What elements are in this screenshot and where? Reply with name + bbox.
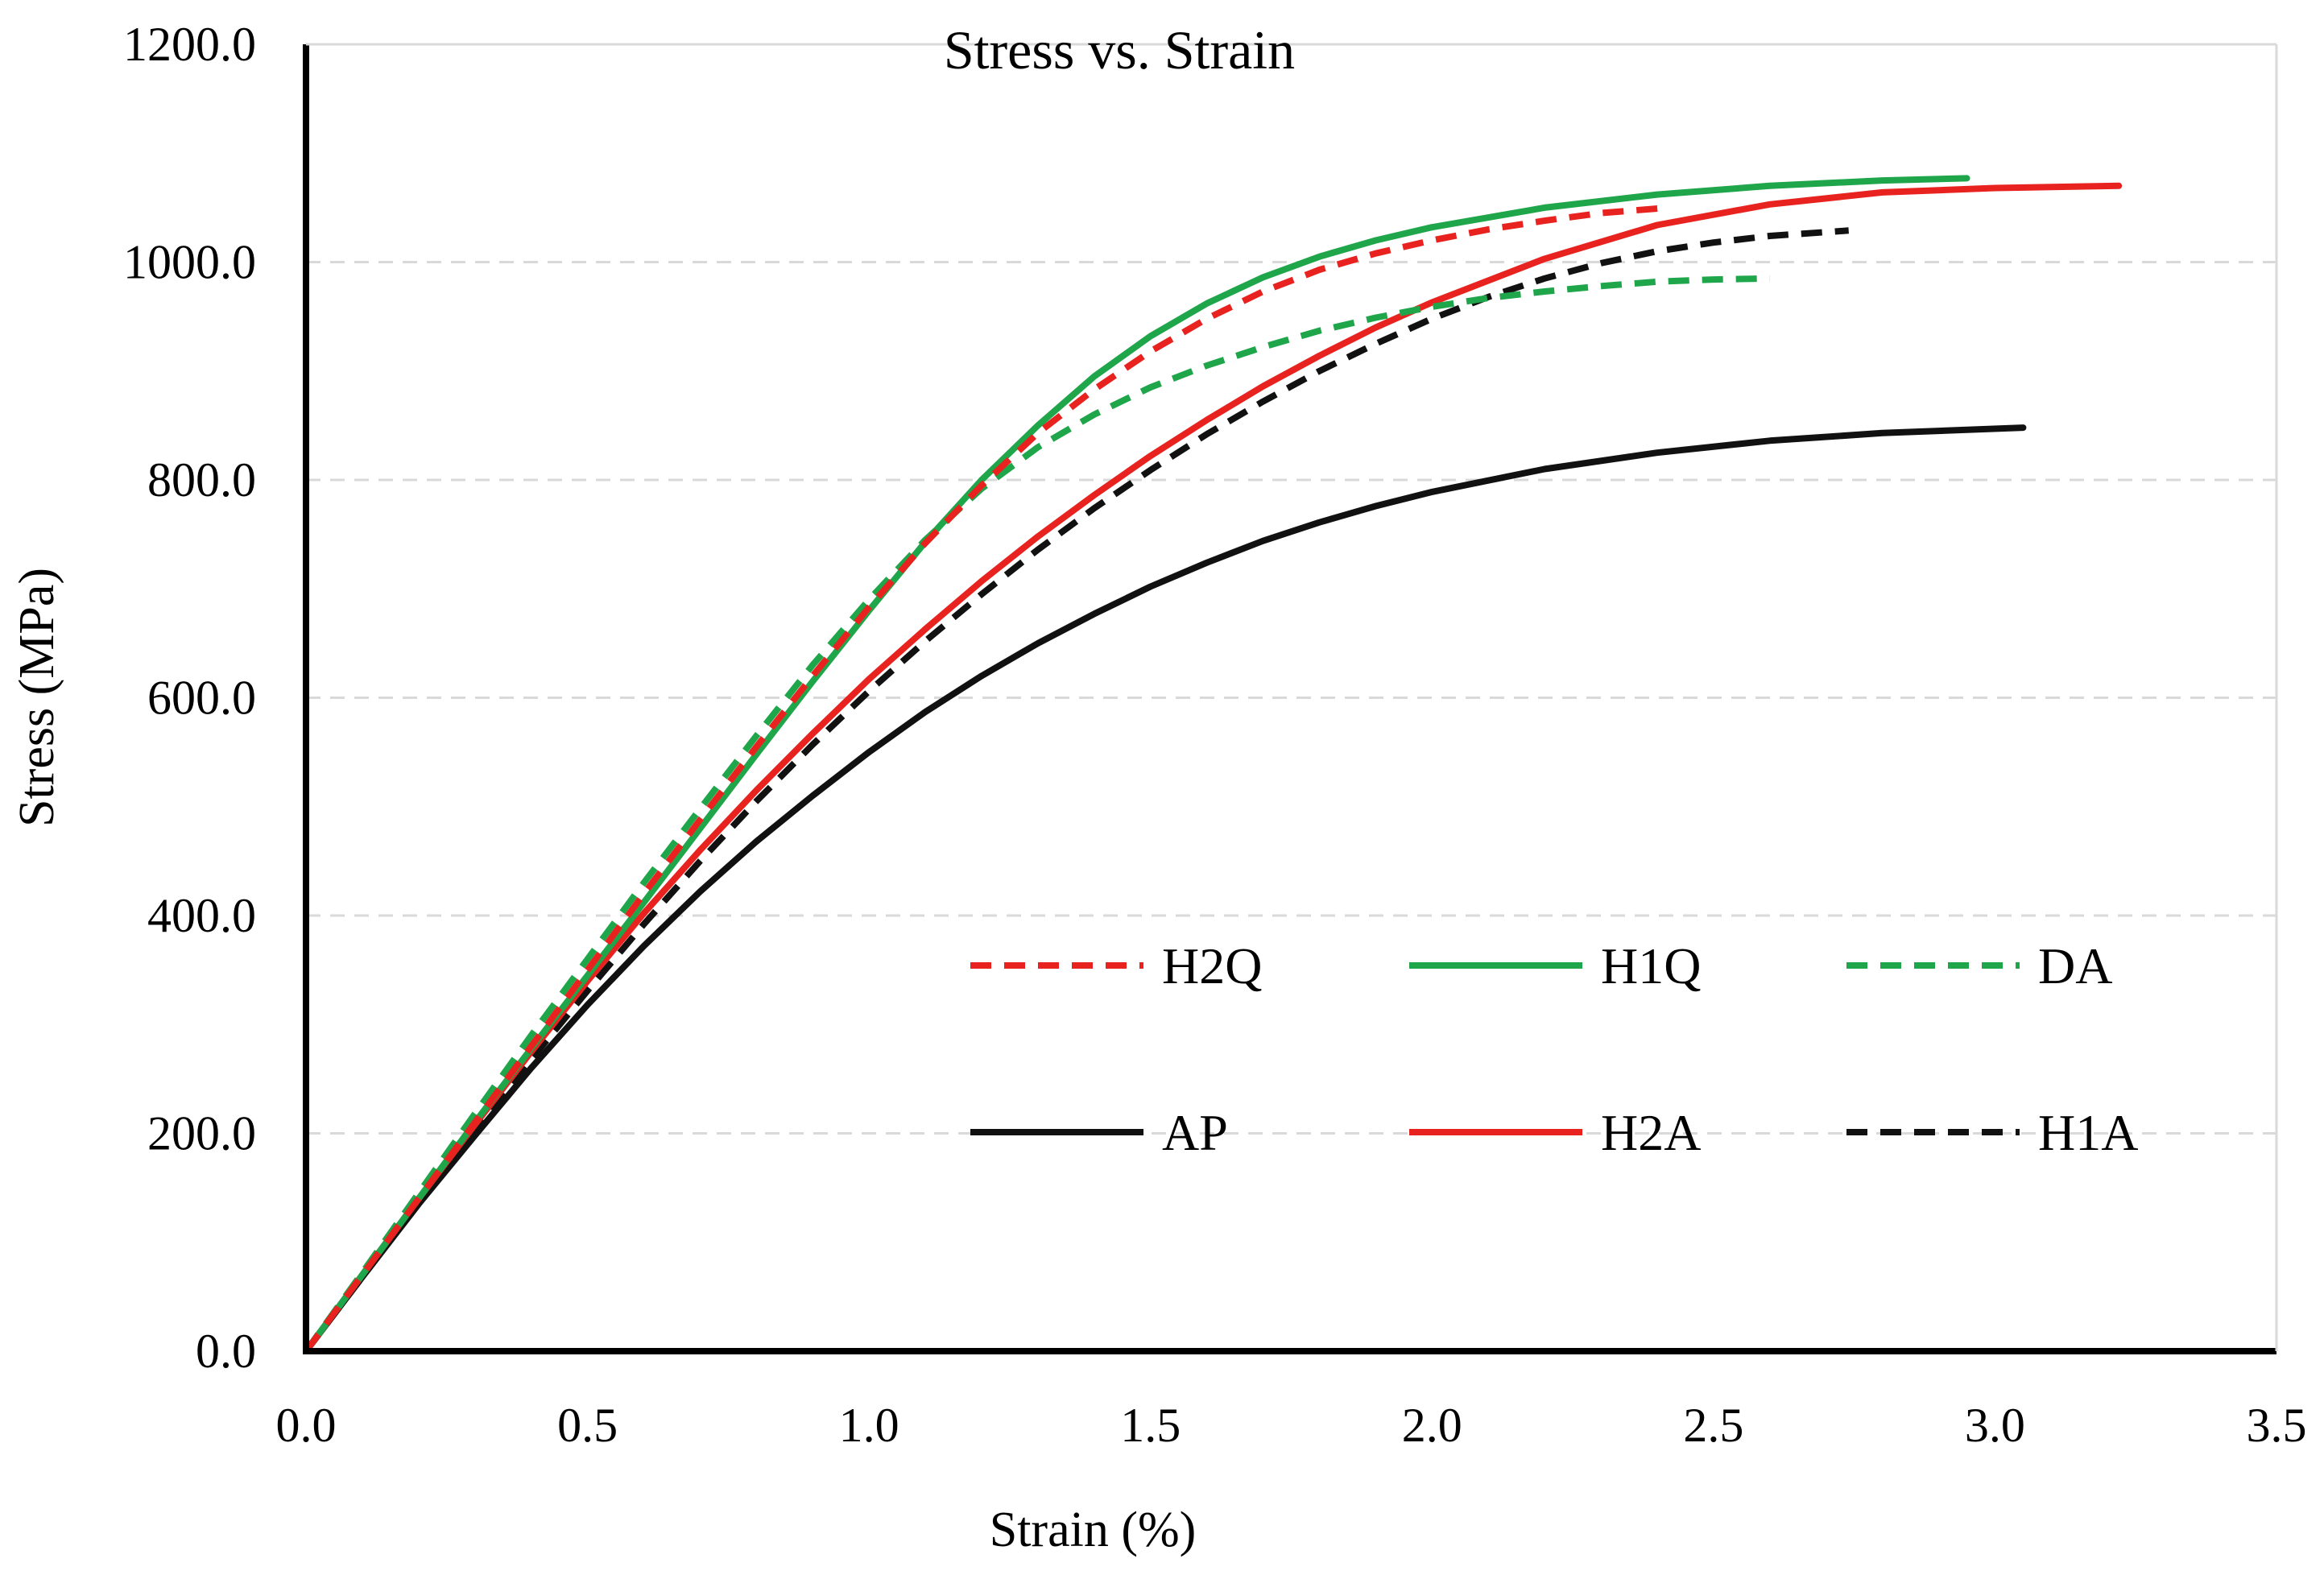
- x-tick-label: 0.5: [557, 1399, 618, 1452]
- y-tick-label: 200.0: [147, 1107, 256, 1160]
- legend-label-da: DA: [2038, 937, 2112, 994]
- legend-label-h1a: H1A: [2038, 1104, 2138, 1161]
- y-tick-label: 600.0: [147, 672, 256, 725]
- legend: H2Q H1Q DA AP H2A H1A: [970, 937, 2138, 1161]
- y-tick-labels: 0.0 200.0 400.0 600.0 800.0 1000.0 1200.0: [123, 18, 256, 1378]
- y-tick-label: 0.0: [196, 1325, 256, 1378]
- y-tick-label: 1000.0: [123, 236, 256, 289]
- x-axis-label: Strain (%): [990, 1503, 1197, 1557]
- legend-label-h2a: H2A: [1601, 1104, 1701, 1161]
- y-axis-label: Stress (MPa): [10, 568, 64, 827]
- x-tick-labels: 0.0 0.5 1.0 1.5 2.0 2.5 3.0 3.5: [276, 1399, 2307, 1452]
- x-tick-label: 2.5: [1683, 1399, 1743, 1452]
- x-tick-label: 1.0: [839, 1399, 899, 1452]
- x-tick-label: 1.5: [1120, 1399, 1181, 1452]
- y-tick-label: 800.0: [147, 453, 256, 506]
- x-tick-label: 2.0: [1402, 1399, 1462, 1452]
- series-line-h2q: [303, 204, 1669, 1354]
- series-line-h1a: [303, 227, 1849, 1354]
- legend-label-h1q: H1Q: [1601, 937, 1701, 994]
- x-tick-label: 3.5: [2247, 1399, 2307, 1452]
- y-tick-label: 1200.0: [123, 18, 256, 71]
- x-tick-label: 3.0: [1965, 1399, 2025, 1452]
- series-line-ap: [303, 424, 2027, 1354]
- series-line-da: [303, 275, 1770, 1354]
- y-tick-label: 400.0: [147, 889, 256, 942]
- legend-label-h2q: H2Q: [1162, 937, 1262, 994]
- legend-label-ap: AP: [1162, 1104, 1228, 1161]
- series-layer: [303, 175, 2123, 1354]
- chart-title: Stress vs. Strain: [944, 19, 1295, 81]
- x-tick-label: 0.0: [276, 1399, 337, 1452]
